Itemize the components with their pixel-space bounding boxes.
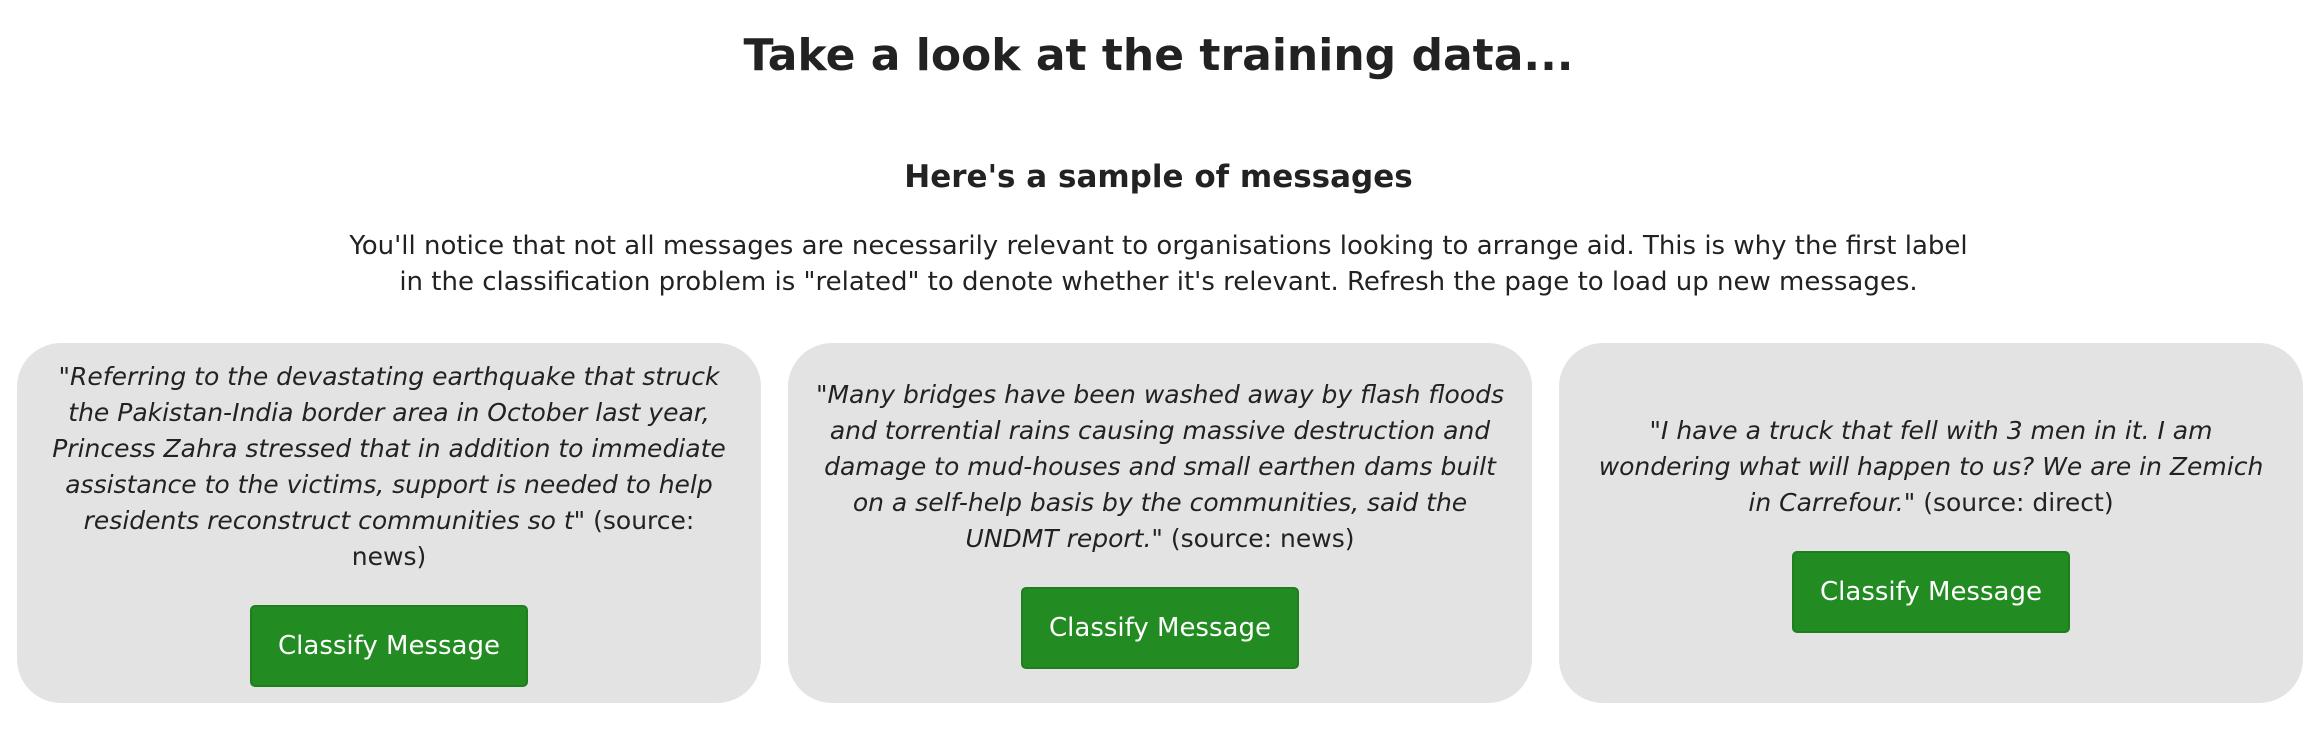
classify-message-button[interactable]: Classify Message xyxy=(1792,551,2070,633)
message-quote: "I have a truck that fell with 3 men in … xyxy=(1598,416,2264,517)
message-source: (source: news) xyxy=(1170,524,1355,553)
message-text: "Many bridges have been washed away by f… xyxy=(814,377,1506,557)
classify-message-button[interactable]: Classify Message xyxy=(1021,587,1299,669)
message-text: "Referring to the devastating earthquake… xyxy=(43,359,735,575)
classify-message-button[interactable]: Classify Message xyxy=(250,605,528,687)
message-card: "Many bridges have been washed away by f… xyxy=(788,343,1532,703)
message-source: (source: news) xyxy=(351,506,695,571)
message-card: "Referring to the devastating earthquake… xyxy=(17,343,761,703)
page-title: Take a look at the training data... xyxy=(743,30,1574,81)
message-cards: "Referring to the devastating earthquake… xyxy=(17,343,2303,703)
message-quote: "Many bridges have been washed away by f… xyxy=(815,380,1505,553)
intro-text: You'll notice that not all messages are … xyxy=(349,231,1968,297)
message-text: "I have a truck that fell with 3 men in … xyxy=(1585,413,2277,521)
message-quote: "Referring to the devastating earthquake… xyxy=(52,362,726,535)
message-source: (source: direct) xyxy=(1923,488,2114,517)
section-title: Here's a sample of messages xyxy=(904,159,1413,195)
message-card: "I have a truck that fell with 3 men in … xyxy=(1559,343,2303,703)
